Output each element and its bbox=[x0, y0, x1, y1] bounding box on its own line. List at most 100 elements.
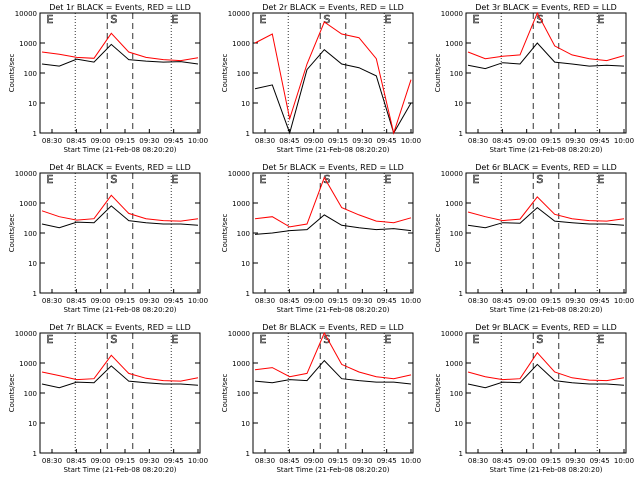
x-tick-label: 08:30 bbox=[255, 137, 275, 145]
x-tick-label: 08:30 bbox=[255, 297, 275, 305]
plot-frame bbox=[39, 172, 201, 294]
y-axis-label: Counts/sec bbox=[8, 214, 16, 253]
x-axis-label: Start Time (21-Feb-08 08:20:20) bbox=[489, 466, 602, 474]
x-tick-label: 09:00 bbox=[91, 457, 111, 465]
plot-frame bbox=[39, 12, 201, 134]
x-tick-label: 09:45 bbox=[164, 297, 184, 305]
x-tick-label: 08:30 bbox=[42, 457, 62, 465]
y-tick-label: 10 bbox=[241, 260, 250, 268]
events-series-line bbox=[467, 42, 625, 70]
y-tick-label: 1000 bbox=[232, 360, 250, 368]
marker-letter-E: E bbox=[171, 13, 178, 26]
chart-title: Det 6r BLACK = Events, RED = LLD bbox=[475, 163, 617, 172]
y-tick-label: 100 bbox=[24, 70, 37, 78]
y-tick-label: 1000 bbox=[445, 360, 463, 368]
y-tick-label: 10000 bbox=[441, 170, 463, 178]
chart-panel-1: Det 1r BLACK = Events, RED = LLD 1 10 100 10… bbox=[8, 3, 208, 154]
x-tick-label: 09:15 bbox=[541, 457, 561, 465]
x-tick-label: 08:45 bbox=[492, 297, 512, 305]
x-tick-label: 09:15 bbox=[115, 297, 135, 305]
events-series-line bbox=[41, 205, 199, 229]
marker-letter-E: E bbox=[259, 333, 266, 346]
y-tick-label: 100 bbox=[237, 230, 250, 238]
x-tick-label: 09:15 bbox=[541, 297, 561, 305]
y-tick-label: 10 bbox=[454, 420, 463, 428]
x-tick-label: 09:45 bbox=[377, 137, 397, 145]
lld-series-line bbox=[467, 351, 625, 382]
x-tick-label: 09:30 bbox=[352, 297, 372, 305]
lld-series-line bbox=[467, 11, 625, 62]
marker-letter-E: E bbox=[259, 173, 266, 186]
y-tick-label: 10 bbox=[28, 100, 37, 108]
x-tick-label: 09:45 bbox=[377, 297, 397, 305]
y-tick-label: 10000 bbox=[228, 10, 250, 18]
x-axis-label: Start Time (21-Feb-08 08:20:20) bbox=[63, 146, 176, 154]
marker-letter-S: S bbox=[536, 13, 543, 26]
events-series-line bbox=[467, 363, 625, 389]
y-tick-label: 1 bbox=[33, 450, 37, 458]
x-tick-label: 08:30 bbox=[468, 457, 488, 465]
y-tick-label: 1 bbox=[459, 130, 463, 138]
y-tick-label: 100 bbox=[450, 390, 463, 398]
x-tick-label: 09:15 bbox=[115, 137, 135, 145]
y-tick-label: 10000 bbox=[228, 170, 250, 178]
x-tick-label: 09:00 bbox=[517, 297, 537, 305]
x-tick-label: 10:00 bbox=[614, 457, 634, 465]
x-axis-label: Start Time (21-Feb-08 08:20:20) bbox=[276, 466, 389, 474]
y-tick-label: 100 bbox=[24, 230, 37, 238]
x-tick-label: 09:30 bbox=[352, 137, 372, 145]
x-tick-label: 09:15 bbox=[328, 297, 348, 305]
x-tick-label: 09:30 bbox=[565, 137, 585, 145]
events-series-line bbox=[467, 206, 625, 229]
lld-series-line bbox=[41, 32, 199, 62]
x-tick-label: 08:45 bbox=[492, 137, 512, 145]
lld-series-line bbox=[41, 194, 199, 222]
chart-title: Det 8r BLACK = Events, RED = LLD bbox=[262, 323, 404, 332]
x-tick-label: 09:00 bbox=[517, 457, 537, 465]
x-tick-label: 09:00 bbox=[304, 457, 324, 465]
x-tick-label: 08:30 bbox=[255, 457, 275, 465]
x-tick-label: 08:45 bbox=[492, 457, 512, 465]
plot-frame bbox=[39, 332, 201, 454]
marker-letter-E: E bbox=[384, 173, 391, 186]
y-tick-label: 1 bbox=[246, 290, 250, 298]
y-axis-label: Counts/sec bbox=[8, 374, 16, 413]
x-tick-label: 08:30 bbox=[468, 297, 488, 305]
x-tick-label: 09:30 bbox=[565, 297, 585, 305]
marker-letter-E: E bbox=[472, 173, 479, 186]
y-tick-label: 1000 bbox=[19, 360, 37, 368]
chart-panel-9: Det 9r BLACK = Events, RED = LLD 1 10 100 10… bbox=[434, 323, 634, 474]
chart-panel-8: Det 8r BLACK = Events, RED = LLD 1 10 100 10… bbox=[221, 323, 421, 474]
x-tick-label: 10:00 bbox=[401, 137, 421, 145]
chart-title: Det 5r BLACK = Events, RED = LLD bbox=[262, 163, 404, 172]
chart-title: Det 2r BLACK = Events, RED = LLD bbox=[262, 3, 404, 12]
marker-letter-S: S bbox=[110, 333, 117, 346]
lld-series-line bbox=[41, 354, 199, 382]
y-tick-label: 10 bbox=[241, 420, 250, 428]
plot-frame bbox=[252, 172, 414, 294]
y-tick-label: 10000 bbox=[15, 330, 37, 338]
y-tick-label: 1 bbox=[246, 450, 250, 458]
y-axis-label: Counts/sec bbox=[8, 54, 16, 93]
marker-letter-E: E bbox=[171, 333, 178, 346]
x-tick-label: 09:30 bbox=[352, 457, 372, 465]
x-tick-label: 10:00 bbox=[614, 297, 634, 305]
marker-letter-E: E bbox=[46, 13, 53, 26]
x-tick-label: 08:30 bbox=[42, 137, 62, 145]
chart-title: Det 1r BLACK = Events, RED = LLD bbox=[49, 3, 191, 12]
x-tick-label: 10:00 bbox=[188, 137, 208, 145]
x-tick-label: 09:30 bbox=[139, 137, 159, 145]
chart-panel-6: Det 6r BLACK = Events, RED = LLD 1 10 100 10… bbox=[434, 163, 634, 314]
plot-frame bbox=[465, 172, 627, 294]
y-tick-label: 1 bbox=[459, 290, 463, 298]
y-axis-label: Counts/sec bbox=[434, 374, 442, 413]
x-tick-label: 09:45 bbox=[164, 137, 184, 145]
x-tick-label: 09:00 bbox=[517, 137, 537, 145]
x-axis-label: Start Time (21-Feb-08 08:20:20) bbox=[63, 306, 176, 314]
x-tick-label: 09:45 bbox=[590, 137, 610, 145]
marker-letter-E: E bbox=[46, 333, 53, 346]
y-tick-label: 10000 bbox=[15, 10, 37, 18]
y-axis-label: Counts/sec bbox=[434, 214, 442, 253]
plot-frame bbox=[465, 332, 627, 454]
